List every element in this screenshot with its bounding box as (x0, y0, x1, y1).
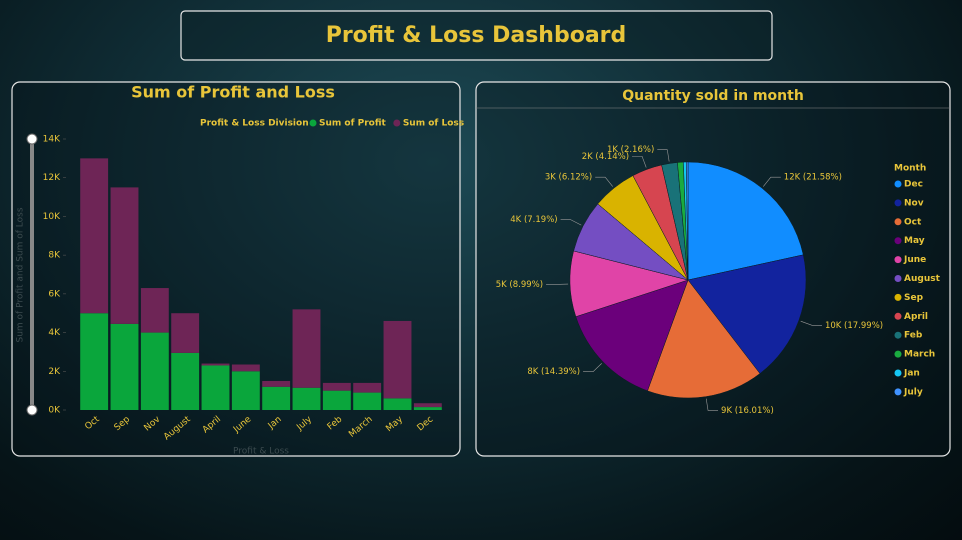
legend-label: Sum of Profit (319, 119, 387, 129)
bar-segment (413, 403, 442, 408)
legend-label: Oct (904, 217, 922, 227)
leader-line (800, 320, 822, 326)
leader-line (705, 398, 719, 411)
legend-swatch (894, 312, 902, 320)
dashboard-title: Profit & Loss Dashboard (326, 23, 627, 48)
data-label: 3K (6.12%) (545, 173, 592, 183)
data-label: 4K (7.19%) (510, 215, 557, 225)
bar-segment (322, 382, 351, 391)
legend-swatch (894, 237, 902, 245)
y-tick-label: 2K (48, 367, 61, 377)
bar-segment (413, 407, 442, 410)
pie-slice (647, 279, 761, 399)
pie-title: Quantity sold in month (622, 88, 804, 104)
legend-label: July (903, 387, 923, 397)
data-label: 5K (8.99%) (496, 280, 543, 290)
y-tick-label: 8K (48, 251, 61, 261)
bar-segment (231, 371, 260, 410)
leader-line (763, 176, 781, 187)
bar-segment (353, 392, 382, 410)
leader-line (632, 155, 647, 168)
bar-segment (322, 390, 351, 410)
legend-label: April (904, 312, 928, 322)
x-axis-label: Profit & Loss (233, 447, 289, 457)
bar-segment (140, 332, 169, 410)
slider-handle[interactable] (26, 133, 38, 145)
legend-label: August (904, 274, 941, 284)
bar-segment (80, 313, 109, 410)
legend-swatch (894, 275, 902, 282)
y-tick-label: 0K (48, 406, 61, 416)
legend-label: May (904, 236, 925, 246)
data-label: 8K (14.39%) (527, 367, 580, 377)
bar-segment (292, 309, 321, 388)
legend-label: March (904, 350, 935, 360)
legend-swatch (393, 119, 401, 127)
legend-swatch (894, 331, 902, 339)
bar-segment (353, 382, 382, 393)
leader-line (583, 363, 602, 373)
legend-swatch (894, 293, 902, 301)
data-label: 10K (17.99%) (825, 321, 883, 331)
legend-swatch (309, 119, 317, 127)
legend-swatch (894, 199, 902, 207)
bar-segment (201, 365, 230, 410)
y-tick-label: 6K (48, 289, 61, 299)
y-tick-label: 14K (43, 135, 61, 145)
leader-line (595, 176, 613, 187)
legend-label: Nov (904, 198, 924, 208)
legend-swatch (894, 256, 902, 264)
bar-segment (262, 386, 291, 410)
legend-label: Dec (904, 180, 923, 190)
bar-segment (171, 352, 200, 410)
data-label: 2K (4.14%) (582, 152, 629, 162)
bar-title: Sum of Profit and Loss (131, 83, 335, 102)
bar-segment (140, 288, 169, 333)
bar-segment (110, 187, 139, 324)
bar-segment (383, 320, 412, 399)
header-box (180, 10, 773, 61)
bar-segment (201, 363, 230, 366)
y-tick-label: 4K (48, 328, 61, 338)
data-label: 12K (21.58%) (784, 173, 842, 183)
bar-segment (262, 380, 291, 387)
bar-segment (383, 398, 412, 410)
pie-slice (687, 254, 807, 374)
data-label: 9K (16.01%) (721, 406, 774, 416)
leader-line (560, 219, 582, 226)
y-axis-label: Sum of Profit and Sum of Loss (16, 207, 26, 342)
legend-swatch (894, 218, 902, 226)
bar-segment (171, 313, 200, 353)
leader-line (657, 149, 670, 162)
y-tick-label: 10K (43, 212, 61, 222)
legend-label: Sum of Loss (403, 119, 464, 129)
data-label: 1K (2.16%) (607, 145, 654, 155)
legend-label: Feb (904, 331, 923, 341)
bar-segment (80, 158, 109, 314)
slider-handle[interactable] (26, 404, 38, 416)
legend-swatch (894, 180, 902, 188)
legend-title: Month (894, 164, 926, 174)
bar-segment (231, 364, 260, 372)
bar-segment (292, 387, 321, 410)
legend-label: Sep (904, 293, 924, 303)
legend-label: June (903, 255, 926, 265)
pie-slice (686, 161, 689, 281)
legend-swatch (894, 369, 902, 377)
legend-swatch (894, 388, 902, 396)
legend-label: Jan (903, 369, 920, 379)
bar-segment (110, 323, 139, 410)
pie-slice (687, 161, 804, 281)
legend-swatch (894, 350, 902, 358)
y-tick-label: 12K (43, 173, 61, 183)
legend-title: Profit & Loss Division (200, 119, 309, 129)
